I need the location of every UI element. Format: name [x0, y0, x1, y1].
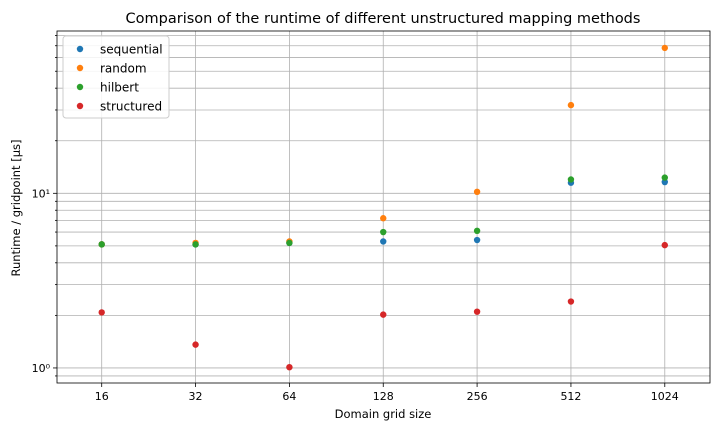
data-point-hilbert — [192, 241, 199, 248]
data-point-structured — [98, 309, 105, 316]
legend-marker-sequential — [76, 45, 84, 53]
data-point-sequential — [473, 236, 481, 244]
data-point-random — [473, 188, 481, 196]
data-points — [98, 44, 668, 371]
data-point-structured — [567, 298, 575, 305]
legend-label-hilbert: hilbert — [100, 81, 139, 95]
legend: sequential random hilbert structured — [62, 35, 170, 119]
legend-box — [62, 35, 170, 119]
x-tick-label: 1024 — [651, 390, 679, 403]
legend-label-random: random — [100, 62, 147, 76]
x-axis-label: Domain grid size — [335, 407, 432, 421]
x-tick-label: 512 — [560, 390, 581, 403]
plot-frame — [56, 30, 711, 384]
data-point-hilbert — [661, 174, 668, 181]
legend-label-structured: structured — [100, 100, 162, 114]
x-tick-label: 128 — [373, 390, 394, 403]
data-point-structured — [380, 311, 387, 318]
x-tick-label: 256 — [467, 390, 488, 403]
legend-marker-structured — [76, 102, 84, 110]
legend-marker-random — [76, 64, 84, 72]
data-point-random — [380, 215, 387, 222]
data-point-hilbert — [473, 227, 481, 235]
data-point-hilbert — [98, 241, 105, 248]
y-tick-label: 10¹ — [32, 187, 50, 200]
data-point-structured — [661, 241, 668, 249]
x-tick-label: 16 — [95, 390, 109, 403]
data-point-hilbert — [380, 228, 387, 236]
y-axis-label: Runtime / gridpoint [µs] — [9, 139, 23, 276]
legend-marker-hilbert — [76, 83, 84, 91]
data-point-structured — [473, 308, 481, 315]
chart-title: Comparison of the runtime of different u… — [126, 11, 641, 27]
data-point-sequential — [380, 238, 387, 245]
data-point-hilbert — [286, 239, 293, 247]
legend-label-sequential: sequential — [100, 43, 163, 57]
data-point-structured — [192, 341, 199, 348]
x-tick-label: 32 — [189, 390, 203, 403]
axes: 16 32 64 128 256 512 1024 10⁰ 10¹ — [32, 30, 711, 403]
y-tick-label: 10⁰ — [32, 362, 51, 375]
data-point-random — [567, 101, 575, 109]
data-point-hilbert — [567, 176, 575, 183]
data-point-structured — [286, 363, 293, 371]
x-tick-label: 64 — [282, 390, 296, 403]
data-point-sequential — [661, 178, 668, 186]
data-point-random — [661, 44, 668, 52]
